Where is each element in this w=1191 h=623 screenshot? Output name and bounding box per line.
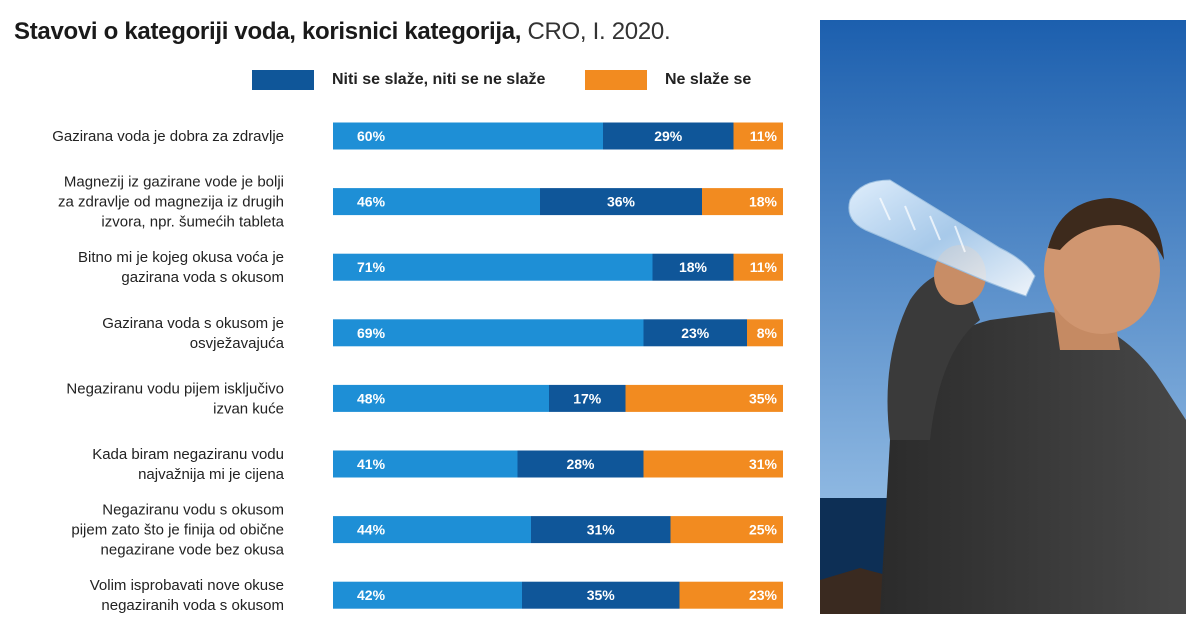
chart-title: Stavovi o kategoriji voda, korisnici kat… [14,18,671,46]
data-label: 31% [587,522,616,538]
data-label: 18% [679,259,708,275]
category-label-line: Bitno mi je kojeg okusa voća je [78,249,284,266]
bar-segment-neutral [522,581,680,609]
category-label-line: izvan kuće [213,400,284,417]
legend-item-neutral: Niti se slaže, niti se ne slaže [252,70,545,90]
bar-segment-agree [333,516,531,544]
category-label-line: negazirane vode bez okusa [101,542,285,559]
category-label: Gazirana voda s okusom je osvježavajuća [102,315,284,352]
bar-segment-disagree [747,319,783,347]
category-label-line: pijem zato što je finija od obične [71,522,284,539]
bar-segment-neutral [603,122,734,150]
bar-segment-disagree [643,450,783,478]
category-label-line: negaziranih voda s okusom [101,597,284,614]
bar-segment-agree [333,122,603,150]
category-label: Negaziranu vodu pijem isključivo izvan ku… [66,380,284,417]
data-label: 48% [357,390,386,406]
chart-title-date: CRO, I. 2020. [527,18,671,45]
data-label: 23% [681,325,710,341]
data-label: 42% [357,587,386,603]
bar-segment-neutral [517,450,644,478]
data-label: 28% [566,456,595,472]
category-label-line: najvažnija mi je cijena [138,466,285,483]
category-label-line: Volim isprobavati nove okuse [90,577,284,594]
bar-segment-agree [333,450,518,478]
bar-segment-disagree [733,253,783,281]
chart-title-main: Stavovi o kategoriji voda, korisnici kat… [14,18,522,45]
data-label: 23% [749,587,778,603]
category-label-line: Negaziranu vodu pijem isključivo [66,380,284,397]
bar-segment-disagree [625,384,783,412]
bar-segment-neutral [643,319,747,347]
bar-segment-agree [333,384,549,412]
data-label: 11% [750,128,778,144]
hair [1048,198,1164,260]
bar-segment-disagree [679,581,783,609]
bar-segment-agree [333,253,653,281]
water-bottle [848,179,1036,297]
category-label-line: Gazirana voda je dobra za zdravlje [52,128,284,145]
arm [887,270,980,440]
legend-swatch-neutral [252,70,314,90]
data-label: 69% [357,325,386,341]
category-label-line: izvora, npr. šumećih tableta [101,214,284,231]
data-label: 35% [749,390,778,406]
bar-segment-neutral [540,188,702,216]
bar-segment-neutral [549,384,626,412]
category-label: Kada biram negaziranu vodu najvažnija mi … [92,446,284,483]
data-label: 25% [749,522,778,538]
category-label-line: osvježavajuća [190,335,285,352]
head [1044,206,1160,334]
shirt [880,312,1186,614]
category-label: Negaziranu vodu s okusom pijem zato što j… [71,502,284,559]
category-label-line: Gazirana voda s okusom je [102,315,284,332]
legend-item-disagree: Ne slaže se [585,70,751,90]
data-label: 8% [757,325,778,341]
data-label: 17% [573,390,602,406]
data-label: 60% [357,128,386,144]
data-label: 29% [654,128,683,144]
category-label: Magnezij iz gazirane vode je bolji za zdr… [58,174,285,231]
data-label: 44% [357,522,386,538]
legend-swatch-disagree [585,70,647,90]
bar-segment-neutral [531,516,671,544]
category-label: Gazirana voda je dobra za zdravlje [52,128,284,145]
chart-legend: Niti se slaže, niti se ne slaže Ne slaže… [0,0,800,100]
category-label-line: Kada biram negaziranu vodu [92,446,284,463]
data-label: 31% [749,456,778,472]
bar-segment-disagree [670,516,783,544]
bar-segment-disagree [733,122,783,150]
data-label: 18% [749,194,778,210]
bar-segment-agree [333,319,644,347]
legend-label-neutral: Niti se slaže, niti se ne slaže [332,71,546,88]
category-label-line: Negaziranu vodu s okusom [102,502,284,519]
category-label-line: gazirana voda s okusom [121,269,284,286]
bar-segment-disagree [702,188,783,216]
bottle-ridges [879,197,966,253]
data-label: 46% [357,194,386,210]
man-drinking-water-photo [820,20,1186,614]
data-label: 41% [357,456,386,472]
category-label-line: Magnezij iz gazirane vode je bolji [64,174,284,191]
stacked-bar-chart: Gazirana voda je dobra za zdravlje 60% 29%… [52,122,783,614]
bar-segment-agree [333,581,522,609]
category-label-line: za zdravlje od magnezija iz drugih [58,194,284,211]
data-label: 36% [607,194,636,210]
data-label: 35% [587,587,616,603]
category-label: Volim isprobavati nove okuse negaziranih … [90,577,284,614]
bar-segment-agree [333,188,540,216]
bar-segment-neutral [652,253,734,281]
data-label: 71% [357,259,386,275]
category-label: Bitno mi je kojeg okusa voća je gazirana … [78,249,284,286]
legend-label-disagree: Ne slaže se [665,71,752,88]
data-label: 11% [750,259,778,275]
